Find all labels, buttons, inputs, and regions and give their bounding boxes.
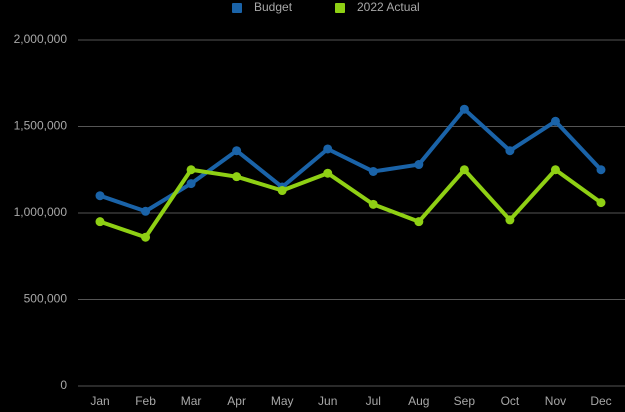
- x-tick-label: Aug: [408, 394, 429, 408]
- x-tick-label: Dec: [590, 394, 611, 408]
- data-point: [414, 160, 424, 170]
- data-point: [141, 206, 151, 216]
- legend-swatch: [232, 3, 242, 13]
- data-point: [232, 172, 242, 182]
- x-tick-label: Jul: [366, 394, 381, 408]
- data-point: [141, 232, 151, 242]
- data-point: [368, 166, 378, 176]
- data-point: [414, 217, 424, 227]
- x-tick-label: Oct: [501, 394, 520, 408]
- legend-swatch: [335, 3, 345, 13]
- series-line: [99, 107, 603, 214]
- data-point: [232, 146, 242, 156]
- data-point: [95, 191, 105, 201]
- data-point: [186, 165, 196, 175]
- x-tick-label: Feb: [135, 394, 156, 408]
- legend-label: Budget: [254, 0, 293, 14]
- data-point: [323, 168, 333, 178]
- data-point: [505, 146, 515, 156]
- y-tick-label: 2,000,000: [14, 32, 68, 46]
- data-point: [277, 186, 287, 196]
- data-point: [323, 144, 333, 154]
- data-point: [550, 165, 560, 175]
- x-tick-label: May: [271, 394, 294, 408]
- x-tick-label: Jun: [318, 394, 337, 408]
- y-tick-label: 500,000: [24, 292, 68, 306]
- data-point: [596, 198, 606, 208]
- data-point: [505, 215, 515, 225]
- x-tick-label: Sep: [454, 394, 476, 408]
- data-point: [95, 217, 105, 227]
- y-tick-label: 0: [60, 378, 67, 392]
- y-tick-label: 1,500,000: [14, 119, 68, 133]
- x-tick-label: Mar: [181, 394, 202, 408]
- data-point: [550, 116, 560, 126]
- data-point: [459, 104, 469, 114]
- data-point: [596, 165, 606, 175]
- x-tick-label: Jan: [90, 394, 109, 408]
- legend-label: 2022 Actual: [357, 0, 420, 14]
- data-point: [459, 165, 469, 175]
- data-point: [368, 199, 378, 209]
- x-tick-label: Apr: [227, 394, 246, 408]
- y-tick-label: 1,000,000: [14, 205, 68, 219]
- x-tick-label: Nov: [545, 394, 566, 408]
- series-line: [99, 167, 603, 240]
- data-point: [186, 179, 196, 189]
